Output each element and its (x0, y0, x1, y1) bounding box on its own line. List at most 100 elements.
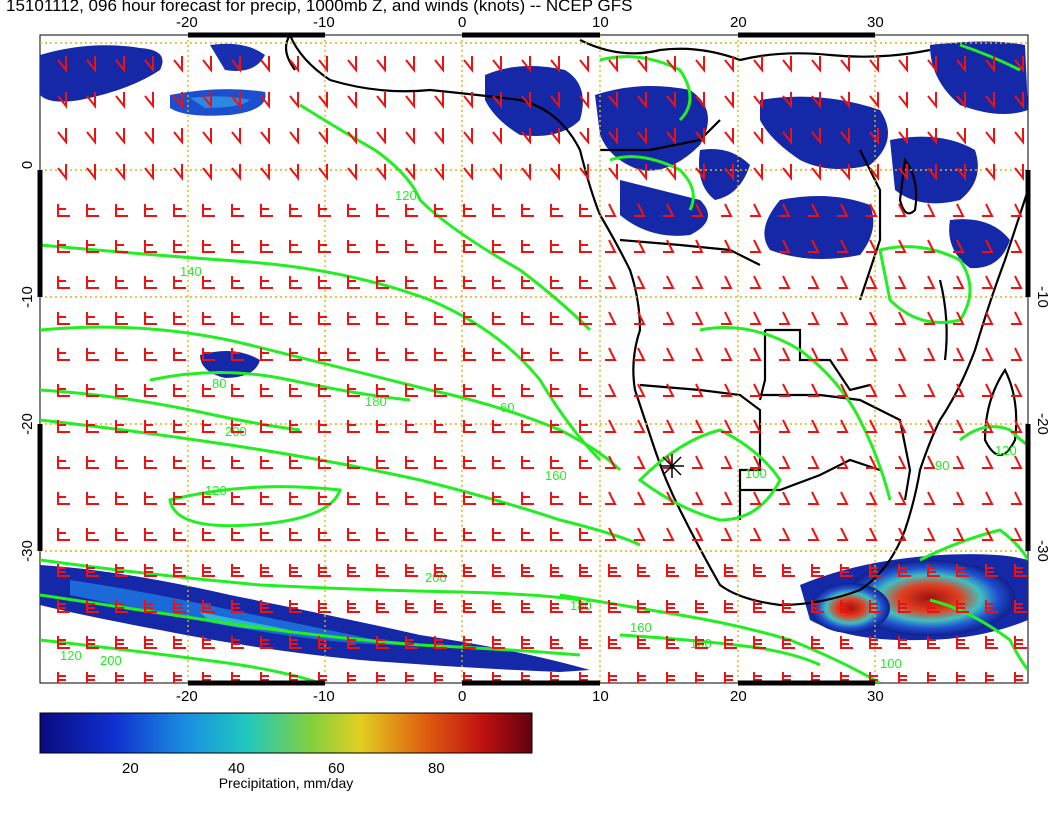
wind-barb (634, 491, 646, 505)
height-contour (609, 155, 695, 211)
wind-barb (750, 383, 762, 397)
wind-barb (724, 564, 737, 577)
wind-barb (202, 312, 215, 325)
wind-barb (376, 56, 386, 73)
wind-barb (663, 527, 675, 541)
wind-barb (1011, 239, 1023, 253)
wind-barb (779, 419, 791, 433)
wind-barb (144, 456, 157, 469)
wind-barb (434, 348, 447, 361)
wind-barb (985, 164, 995, 181)
wind-barb (144, 128, 154, 145)
wind-barb (347, 636, 360, 649)
wind-barb (666, 164, 676, 181)
wind-barb (924, 527, 936, 541)
wind-barb (782, 164, 792, 181)
wind-barb (144, 492, 157, 505)
wind-barb (115, 492, 128, 505)
wind-barb (953, 491, 965, 505)
wind-barb (895, 419, 907, 433)
wind-barb (434, 312, 447, 325)
wind-barb (550, 384, 563, 397)
wind-barb (982, 527, 994, 541)
wind-barb (985, 92, 995, 109)
wind-barb (434, 240, 447, 253)
wind-barb (663, 491, 675, 505)
wind-barb (405, 420, 418, 433)
wind-barb (260, 492, 273, 505)
wind-barb (779, 491, 791, 505)
wind-barb (202, 348, 215, 361)
wind-barb (521, 564, 534, 577)
wind-barb (434, 128, 444, 145)
wind-barb (1014, 164, 1024, 181)
wind-barb (289, 672, 302, 683)
wind-barb (605, 383, 617, 397)
wind-barb (692, 347, 704, 361)
wind-barb (144, 312, 157, 325)
wind-barb (202, 56, 212, 73)
wind-barb (492, 456, 505, 469)
wind-barb (521, 276, 534, 289)
wind-barb (692, 419, 704, 433)
wind-barb (173, 564, 186, 577)
wind-barb (231, 348, 244, 361)
wind-barb (811, 92, 821, 109)
wind-barb (289, 384, 302, 397)
wind-barb (608, 672, 621, 683)
wind-barb (721, 347, 733, 361)
wind-barb (289, 636, 302, 649)
wind-barb (405, 348, 418, 361)
wind-barb (898, 164, 908, 181)
wind-barb (434, 672, 447, 683)
wind-barb (86, 164, 96, 181)
wind-barb (692, 203, 704, 217)
wind-barb (837, 203, 849, 217)
wind-barb (605, 347, 617, 361)
lat-tick-label: -30 (1034, 540, 1051, 562)
wind-barb (1011, 347, 1023, 361)
wind-barb (985, 564, 998, 577)
wind-barb (463, 240, 476, 253)
height-contour (40, 558, 581, 602)
colorbar-gradient (39, 712, 533, 754)
wind-barb (376, 92, 386, 109)
contour-label: 120 (205, 483, 227, 498)
wind-barb (750, 455, 762, 469)
wind-barb (927, 128, 937, 145)
wind-barb (115, 600, 128, 613)
wind-barb (608, 636, 621, 649)
wind-barb (376, 240, 389, 253)
lon-tick-label: -20 (176, 14, 198, 31)
wind-barb (57, 240, 70, 253)
lat-tick-label: -20 (1034, 413, 1051, 435)
lake-outline (938, 279, 948, 361)
wind-barb (202, 204, 215, 217)
wind-barb (57, 276, 70, 289)
wind-barb (982, 311, 994, 325)
contour-label: 120 (60, 648, 82, 663)
wind-barb (405, 672, 418, 683)
wind-barb (434, 384, 447, 397)
wind-barb (550, 456, 563, 469)
wind-barb (434, 56, 444, 73)
wind-barb (463, 564, 476, 577)
wind-barb (492, 672, 505, 683)
wind-barb (492, 384, 505, 397)
wind-barb (550, 564, 563, 577)
wind-barb (521, 204, 534, 217)
wind-barb (376, 672, 389, 683)
wind-barb (202, 128, 212, 145)
wind-barb (521, 384, 534, 397)
wind-barb (953, 527, 965, 541)
wind-barb (927, 56, 937, 73)
wind-barb (1011, 527, 1023, 541)
contour-label: 80 (212, 376, 226, 391)
wind-barb (550, 348, 563, 361)
wind-barb (57, 312, 70, 325)
wind-barb (782, 672, 795, 683)
wind-barb (521, 240, 534, 253)
wind-barb (463, 528, 476, 541)
border-line (740, 458, 881, 492)
wind-barb (692, 383, 704, 397)
